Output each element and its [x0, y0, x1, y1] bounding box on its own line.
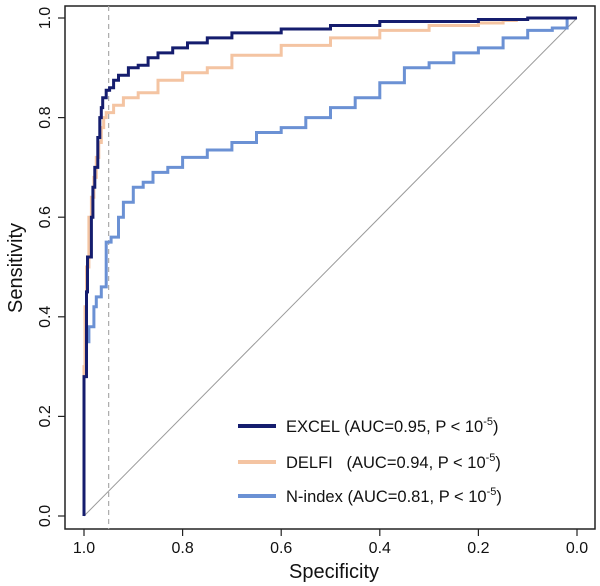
legend-label-excel: EXCEL (AUC=0.95, P < 10-5)	[286, 416, 498, 436]
y-tick-label: 0.0	[37, 505, 54, 527]
n-index-roc-curve	[82, 16, 577, 516]
chance-diagonal-line	[83, 17, 578, 517]
x-tick-label: 0.4	[369, 540, 391, 557]
y-tick-label: 1.0	[37, 7, 54, 29]
x-tick-label: 1.0	[73, 540, 95, 557]
excel-roc-curve	[82, 16, 577, 516]
x-axis: 1.0 0.8 0.6 0.4 0.2 0.0	[73, 529, 588, 557]
legend: EXCEL (AUC=0.95, P < 10-5) DELFI (AUC=0.…	[238, 416, 502, 506]
y-axis: 0.0 0.2 0.4 0.6 0.8 1.0	[37, 7, 65, 527]
y-tick-label: 0.6	[37, 206, 54, 228]
legend-label-delfi: DELFI (AUC=0.94, P < 10-5)	[286, 452, 501, 472]
x-tick-label: 0.8	[171, 540, 193, 557]
x-tick-label: 0.2	[467, 540, 489, 557]
plot-frame	[64, 5, 596, 530]
x-tick-label: 0.0	[566, 540, 588, 557]
x-axis-title: Specificity	[289, 561, 379, 583]
delfi-roc-curve	[82, 19, 518, 516]
y-tick-label: 0.2	[37, 405, 54, 427]
y-tick-label: 0.8	[37, 106, 54, 128]
y-tick-label: 0.4	[37, 306, 54, 328]
legend-label-n-index: N-index (AUC=0.81, P < 10-5)	[286, 486, 502, 506]
x-tick-label: 0.6	[270, 540, 292, 557]
y-axis-title: Sensitivity	[5, 223, 27, 313]
